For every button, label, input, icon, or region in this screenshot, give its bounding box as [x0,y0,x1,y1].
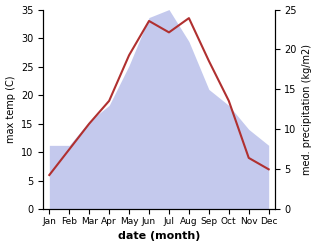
X-axis label: date (month): date (month) [118,231,200,242]
Y-axis label: med. precipitation (kg/m2): med. precipitation (kg/m2) [302,44,313,175]
Y-axis label: max temp (C): max temp (C) [5,76,16,143]
